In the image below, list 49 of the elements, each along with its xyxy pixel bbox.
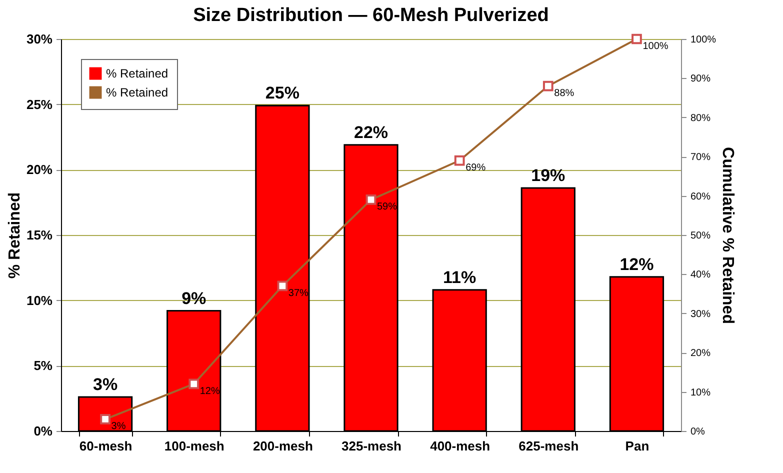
data-label: 88% [554, 88, 574, 100]
x-tick-label: 400-mesh [430, 438, 490, 454]
x-tick-label: 200-mesh [252, 438, 313, 454]
data-label: 100% [642, 41, 668, 52]
y2-tick-label: 20% [690, 348, 711, 360]
x-tick-label: 325-mesh [342, 438, 402, 454]
point [632, 34, 642, 44]
y2-tick-label: 40% [690, 270, 711, 281]
y2-tick-label: 90% [690, 74, 711, 85]
y2-axis-title: Cumulative % Retained [719, 147, 736, 324]
point [277, 280, 288, 292]
point [454, 155, 465, 166]
x-tick-label: Pan [625, 438, 650, 454]
y2-tick-label: 100% [690, 34, 716, 46]
data-label: 19% [531, 166, 566, 185]
x-tick-label: 100-mesh [164, 438, 224, 454]
y-tick-label: 10% [26, 292, 53, 308]
y2-tick-label: 10% [690, 387, 711, 398]
legend-label: % Retained [106, 66, 168, 80]
legend-label: % Retained [106, 86, 168, 100]
point [188, 378, 200, 390]
data-label: 22% [354, 122, 388, 142]
y-tick-label: 15% [26, 228, 53, 242]
chart-title: Size Distribution — 60-Mesh Pulverized [193, 4, 549, 26]
y-tick-label: 5% [34, 358, 53, 374]
data-label: 11% [443, 268, 476, 287]
y2-tick-label: 0% [690, 426, 706, 438]
y2-tick-label: 80% [690, 112, 711, 124]
y2-tick-label: 70% [690, 152, 711, 164]
data-label: 3% [111, 421, 126, 432]
data-label: 12% [620, 254, 654, 274]
data-label: 37% [288, 288, 309, 299]
y2-tick-label: 30% [690, 308, 711, 320]
y2-tick-label: 60% [690, 191, 711, 202]
y-tick-label: 30% [26, 32, 53, 46]
y-tick-label: 25% [26, 96, 53, 112]
y-tick-label: 20% [26, 162, 53, 178]
x-tick-label: 625-mesh [518, 438, 579, 454]
x-tick-label: 60-mesh [79, 438, 132, 454]
point [366, 194, 376, 205]
y-axis-title: % Retained [6, 192, 24, 279]
y-tick-label: 0% [34, 424, 53, 438]
data-label: 59% [377, 202, 398, 213]
data-label: 25% [265, 84, 300, 103]
data-label: 12% [200, 386, 220, 397]
data-label: 3% [92, 375, 118, 394]
y2-tick-label: 50% [690, 230, 711, 242]
point [542, 80, 554, 92]
point [100, 414, 110, 424]
